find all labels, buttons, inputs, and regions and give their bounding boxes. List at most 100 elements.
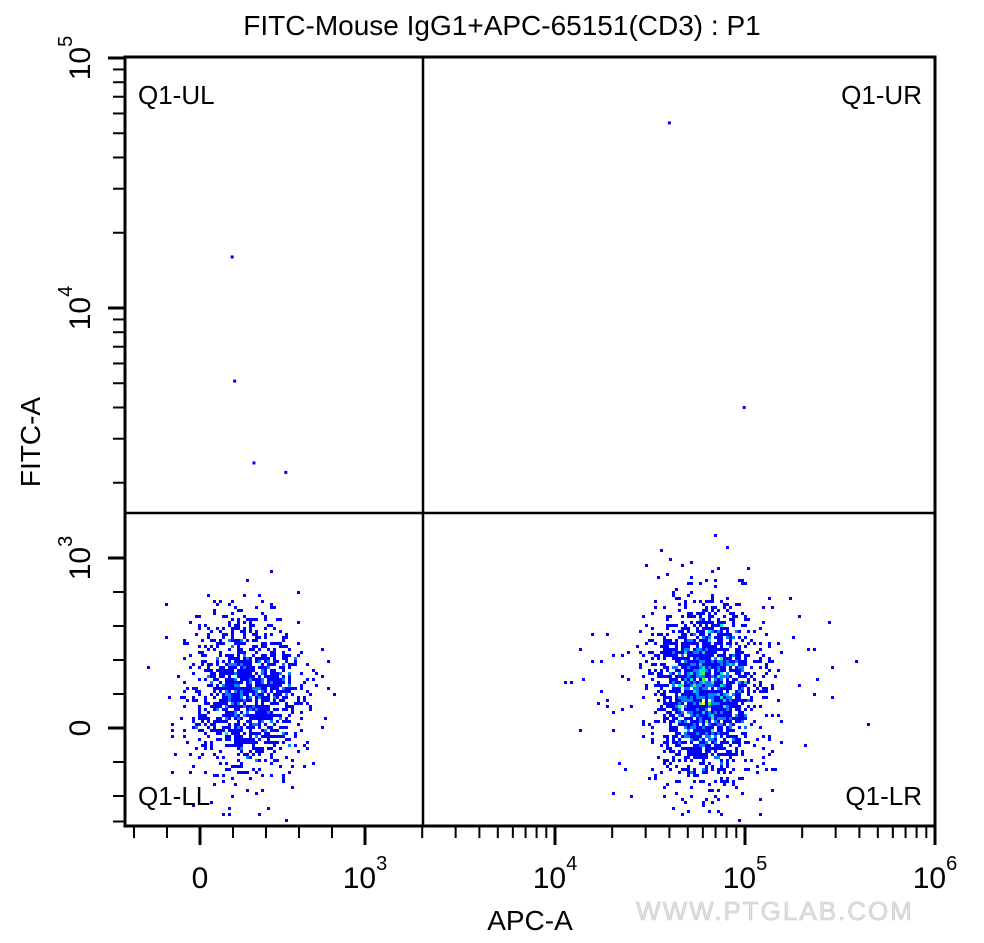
event-dot — [765, 687, 768, 690]
event-dot — [282, 645, 285, 648]
event-dot — [675, 726, 678, 729]
event-dot — [228, 744, 231, 747]
event-dot — [711, 684, 714, 687]
event-dot — [723, 666, 726, 669]
event-dot — [294, 732, 297, 735]
event-dot — [234, 684, 237, 687]
event-dot — [732, 660, 735, 663]
event-dot — [231, 654, 234, 657]
event-dot — [720, 723, 723, 726]
event-dot — [702, 780, 705, 783]
event-dot — [282, 678, 285, 681]
event-dot — [723, 720, 726, 723]
event-dot — [246, 753, 249, 756]
event-dot — [270, 675, 273, 678]
event-dot — [273, 741, 276, 744]
event-dot — [276, 759, 279, 762]
event-dot — [729, 708, 732, 711]
event-dot — [225, 672, 228, 675]
event-dot — [252, 648, 255, 651]
event-dot — [759, 660, 762, 663]
event-dot — [240, 669, 243, 672]
event-dot — [285, 660, 288, 663]
event-dot — [738, 714, 741, 717]
event-dot — [726, 780, 729, 783]
event-dot — [201, 753, 204, 756]
event-dot — [300, 729, 303, 732]
event-dot — [681, 636, 684, 639]
event-dot — [762, 621, 765, 624]
event-dot — [693, 732, 696, 735]
event-dot — [198, 729, 201, 732]
event-dot — [225, 684, 228, 687]
event-dot — [765, 768, 768, 771]
event-dot — [729, 612, 732, 615]
event-dot — [717, 771, 720, 774]
event-dot — [735, 666, 738, 669]
event-dot — [720, 663, 723, 666]
event-dot — [213, 723, 216, 726]
event-dot — [708, 657, 711, 660]
event-dot — [693, 726, 696, 729]
event-dot — [648, 777, 651, 780]
event-dot — [690, 750, 693, 753]
event-dot — [258, 708, 261, 711]
event-dot — [618, 762, 621, 765]
event-dot — [255, 735, 258, 738]
event-dot — [741, 624, 744, 627]
event-dot — [729, 744, 732, 747]
event-dot — [306, 747, 309, 750]
event-dot — [231, 672, 234, 675]
event-dot — [738, 699, 741, 702]
event-dot — [246, 699, 249, 702]
event-dot — [717, 696, 720, 699]
event-dot — [768, 642, 771, 645]
event-dot — [288, 720, 291, 723]
event-dot — [282, 690, 285, 693]
event-dot — [243, 666, 246, 669]
event-dot — [213, 687, 216, 690]
event-dot — [210, 663, 213, 666]
event-dot — [711, 768, 714, 771]
event-dot — [711, 729, 714, 732]
event-dot — [738, 717, 741, 720]
event-dot — [264, 642, 267, 645]
event-dot — [198, 738, 201, 741]
event-dot — [210, 669, 213, 672]
y-tick-exponent: 5 — [55, 36, 77, 47]
event-dot — [672, 702, 675, 705]
event-dot — [744, 645, 747, 648]
event-dot — [720, 708, 723, 711]
event-dot — [255, 708, 258, 711]
event-dot — [699, 720, 702, 723]
event-dot — [711, 648, 714, 651]
event-dot — [285, 690, 288, 693]
event-dot — [228, 729, 231, 732]
event-dot — [747, 567, 750, 570]
event-dot — [297, 696, 300, 699]
event-dot — [231, 711, 234, 714]
event-dot — [267, 663, 270, 666]
event-dot — [711, 690, 714, 693]
event-dot — [771, 750, 774, 753]
event-dot — [657, 681, 660, 684]
event-dot — [738, 648, 741, 651]
event-dot — [705, 729, 708, 732]
event-dot — [723, 711, 726, 714]
event-dot — [690, 651, 693, 654]
event-dot — [684, 684, 687, 687]
event-dot — [711, 627, 714, 630]
event-dot — [288, 648, 291, 651]
event-dot — [699, 690, 702, 693]
event-dot — [666, 669, 669, 672]
event-dot — [708, 750, 711, 753]
event-dot — [699, 684, 702, 687]
event-dot — [216, 756, 219, 759]
event-dot — [681, 654, 684, 657]
event-dot — [240, 762, 243, 765]
event-dot — [699, 675, 702, 678]
event-dot — [732, 681, 735, 684]
event-dot — [717, 753, 720, 756]
event-dot — [270, 642, 273, 645]
event-dot — [240, 687, 243, 690]
